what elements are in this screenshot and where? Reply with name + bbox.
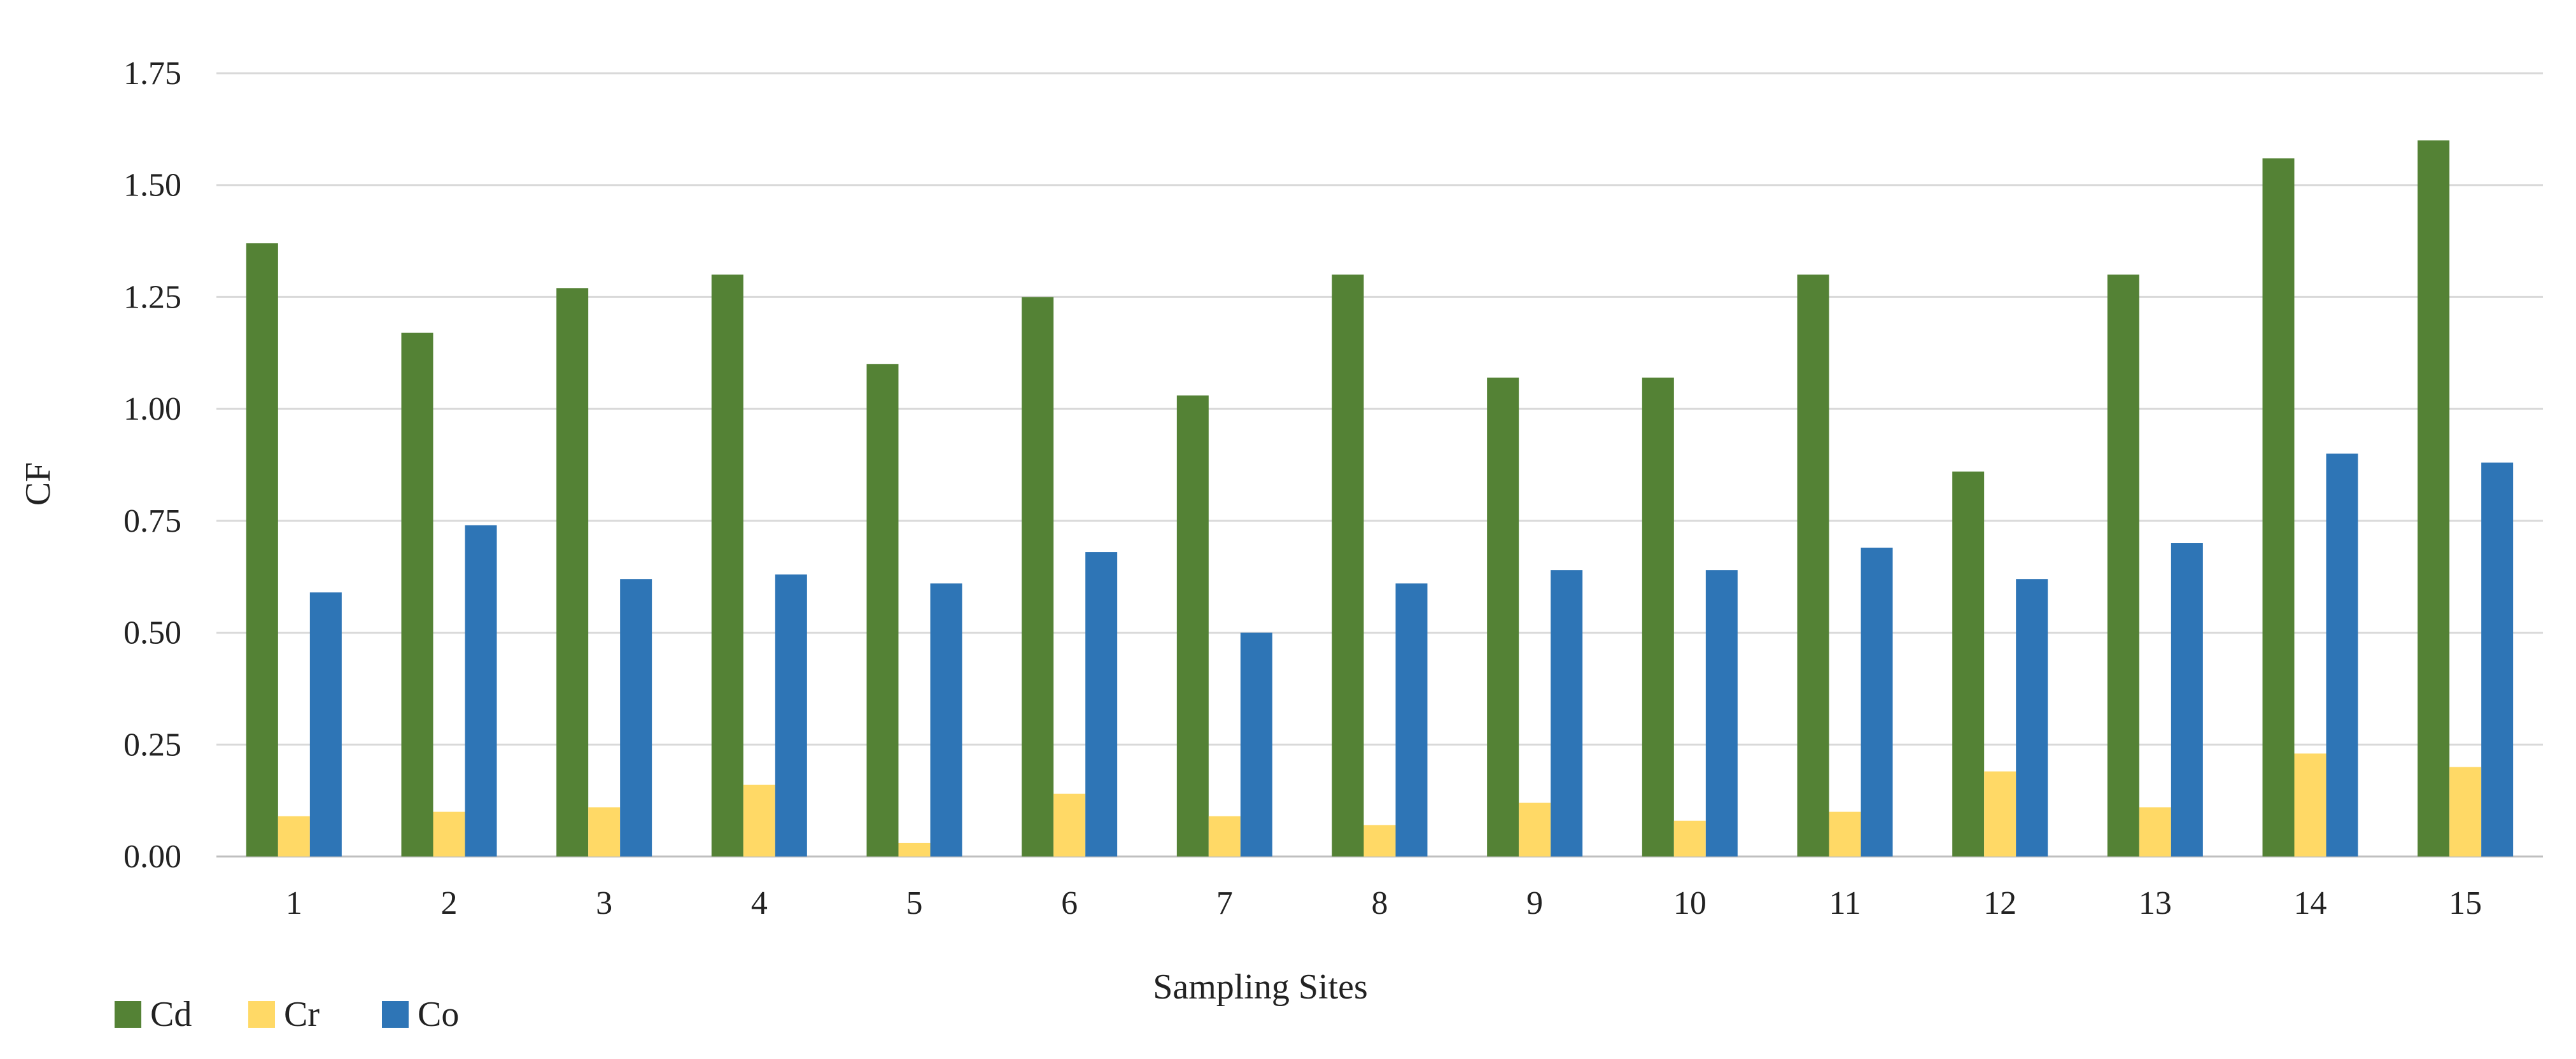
y-axis-tick-labels: 0.00 0.25 0.50 0.75 1.00 1.25 1.50 1.75 (123, 55, 181, 875)
bar-cr-site-6 (1053, 793, 1086, 856)
x-tick-label: 7 (1216, 885, 1233, 921)
bar-cd-site-14 (2262, 158, 2295, 857)
legend: Cd Cr Co (115, 995, 459, 1034)
x-tick-label: 11 (1829, 885, 1861, 921)
bar-cd-site-6 (1022, 297, 1054, 856)
bar-cr-site-11 (1829, 811, 1861, 856)
bar-cr-site-13 (2139, 807, 2171, 856)
bar-co-site-15 (2481, 462, 2514, 856)
bar-cr-site-9 (1519, 802, 1551, 856)
bar-cd-site-9 (1487, 377, 1519, 856)
legend-label-cd: Cd (150, 995, 192, 1034)
x-tick-label: 8 (1372, 885, 1388, 921)
x-tick-label: 14 (2294, 885, 2327, 921)
y-tick-label: 0.00 (123, 839, 181, 875)
x-tick-label: 12 (1983, 885, 2016, 921)
bar-cr-site-5 (898, 842, 931, 856)
x-tick-label: 3 (596, 885, 612, 921)
bar-co-site-7 (1240, 632, 1272, 856)
bar-co-site-13 (2171, 543, 2203, 856)
bar-cd-site-5 (866, 364, 899, 856)
bar-cr-site-4 (743, 785, 775, 856)
x-tick-label: 6 (1061, 885, 1078, 921)
x-tick-label: 9 (1526, 885, 1543, 921)
legend-item-cr: Cr (248, 995, 320, 1034)
bar-cd-site-8 (1332, 274, 1364, 856)
bar-co-site-12 (2016, 579, 2048, 856)
bar-cr-site-2 (433, 811, 465, 856)
y-tick-label: 1.25 (123, 279, 181, 315)
bar-co-site-2 (465, 525, 497, 856)
bar-cd-site-7 (1176, 395, 1209, 856)
bar-cr-site-1 (278, 816, 310, 856)
legend-label-cr: Cr (284, 995, 320, 1034)
legend-item-cd: Cd (115, 995, 192, 1034)
bar-cr-site-10 (1673, 820, 1706, 856)
y-axis-title: CF (18, 462, 58, 506)
bar-co-site-5 (930, 583, 962, 856)
x-axis-tick-labels: 1 2 3 4 5 6 7 8 9 10 11 12 13 14 15 (286, 885, 2482, 921)
x-tick-label: 4 (751, 885, 768, 921)
legend-item-co: Co (382, 995, 459, 1034)
bar-co-site-3 (620, 579, 652, 856)
bar-cr-site-12 (1984, 771, 2016, 856)
bar-cd-site-12 (1952, 471, 1985, 856)
legend-swatch-cd (115, 1001, 141, 1028)
bar-co-site-1 (309, 592, 342, 856)
bar-cd-site-11 (1797, 274, 1829, 856)
y-tick-label: 1.75 (123, 55, 181, 92)
bar-cd-site-13 (2107, 274, 2139, 856)
x-axis-title: Sampling Sites (1153, 967, 1368, 1007)
bar-cr-site-3 (588, 807, 621, 856)
y-tick-label: 0.50 (123, 615, 181, 651)
bar-cd-site-10 (1642, 377, 1674, 856)
bar-cr-site-15 (2449, 767, 2482, 856)
y-tick-label: 1.50 (123, 167, 181, 204)
y-tick-label: 0.25 (123, 727, 181, 763)
x-tick-label: 2 (441, 885, 458, 921)
bar-co-site-10 (1705, 570, 1738, 856)
bar-cd-site-15 (2418, 140, 2450, 856)
x-tick-label: 15 (2449, 885, 2482, 921)
bars (246, 140, 2514, 857)
bar-cr-site-8 (1363, 825, 1396, 856)
bar-co-site-9 (1551, 570, 1583, 856)
bar-cd-site-1 (246, 243, 278, 857)
x-tick-label: 1 (286, 885, 302, 921)
bar-co-site-6 (1085, 552, 1118, 856)
x-tick-label: 10 (1673, 885, 1707, 921)
y-tick-label: 0.75 (123, 503, 181, 539)
bar-co-site-14 (2326, 453, 2358, 856)
bar-cr-site-14 (2294, 753, 2326, 856)
bar-cr-site-7 (1208, 816, 1241, 856)
x-tick-label: 13 (2139, 885, 2172, 921)
bar-co-site-11 (1861, 548, 1893, 856)
bar-co-site-4 (775, 574, 807, 856)
legend-swatch-cr (248, 1001, 275, 1028)
legend-label-co: Co (418, 995, 459, 1034)
bar-cd-site-4 (711, 274, 743, 856)
y-tick-label: 1.00 (123, 391, 181, 427)
bar-cd-site-3 (556, 288, 589, 856)
legend-swatch-co (382, 1001, 409, 1028)
bar-cd-site-2 (401, 332, 433, 856)
bar-co-site-8 (1395, 583, 1428, 856)
gridlines (216, 72, 2543, 858)
x-tick-label: 5 (906, 885, 923, 921)
